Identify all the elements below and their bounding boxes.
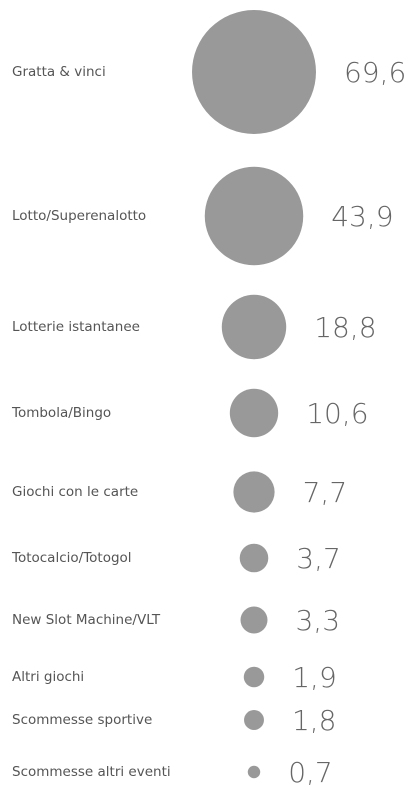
bubble [247, 765, 261, 779]
bubble [244, 710, 264, 730]
category-label: Tombola/Bingo [11, 405, 111, 421]
category-label: Giochi con le carte [12, 484, 138, 500]
bubble [240, 606, 268, 634]
bubble [204, 166, 304, 266]
bubble [239, 543, 269, 573]
category-label: Totocalcio/Totogol [11, 550, 132, 566]
value-label: 3,3 [295, 604, 340, 637]
bubble [233, 471, 275, 513]
value-label: 1,8 [292, 704, 337, 737]
value-label: 10,6 [306, 397, 368, 430]
category-label: Lotterie istantanee [12, 319, 140, 335]
category-label: Gratta & vinci [12, 64, 106, 80]
category-label: Scommesse sportive [12, 712, 152, 728]
value-label: 43,9 [331, 200, 393, 233]
value-label: 18,8 [314, 311, 376, 344]
category-label: Lotto/Superenalotto [12, 208, 146, 224]
bubble [221, 294, 287, 360]
value-label: 1,9 [292, 661, 337, 694]
value-label: 3,7 [296, 542, 341, 575]
category-label: Altri giochi [12, 669, 84, 685]
value-label: 7,7 [303, 476, 348, 509]
value-label: 0,7 [288, 756, 333, 786]
bubble [229, 388, 279, 438]
value-label: 69,6 [344, 56, 406, 89]
bubble [192, 10, 316, 134]
category-label: New Slot Machine/VLT [12, 612, 161, 628]
category-label: Scommesse altri eventi [12, 764, 171, 780]
bubble [243, 666, 265, 688]
